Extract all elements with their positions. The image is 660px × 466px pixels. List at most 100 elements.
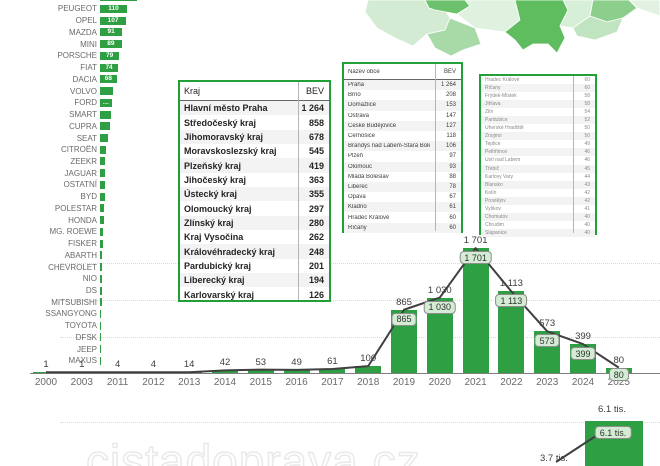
- table-row[interactable]: Šlapanice 40: [481, 228, 595, 237]
- table-row[interactable]: Jihočeský kraj 363: [180, 173, 329, 187]
- table-row[interactable]: Liberecký kraj 194: [180, 273, 329, 288]
- table-row[interactable]: Vyškov 41: [481, 205, 595, 213]
- bev-by-municipality-continued-table: Hradec Králové 60 Říčany 60 Frýdek-Místek 58 J…: [479, 74, 597, 237]
- brand-bar[interactable]: …: [100, 98, 112, 107]
- table-row[interactable]: Ústecký kraj 355: [180, 187, 329, 202]
- map-region[interactable]: [365, 0, 451, 47]
- brand-bar[interactable]: 68: [100, 75, 117, 84]
- brand-bar[interactable]: [100, 274, 102, 283]
- table-row[interactable]: Olomoucký kraj 297: [180, 201, 329, 215]
- table-row[interactable]: Ostrava 147: [344, 111, 461, 121]
- table-header-row: Název obce BEV: [344, 64, 461, 80]
- table-row[interactable]: Brandýs nad Labem-Stará Boleslav 106: [344, 141, 461, 152]
- table-row[interactable]: Černošice 118: [344, 131, 461, 141]
- table-row[interactable]: Kolín 42: [481, 189, 595, 197]
- table-row[interactable]: Říčany 60: [344, 222, 461, 233]
- map-region[interactable]: [589, 0, 638, 23]
- table-row[interactable]: Liberec 78: [344, 181, 461, 193]
- map-region[interactable]: [504, 0, 569, 54]
- table-row[interactable]: Plzeň 97: [344, 151, 461, 161]
- table-row[interactable]: Uherské Hradiště 50: [481, 124, 595, 132]
- brand-bar[interactable]: [100, 192, 105, 201]
- brand-bar[interactable]: [100, 216, 104, 225]
- brand-bar[interactable]: 107: [100, 16, 127, 25]
- table-row[interactable]: Kladno 61: [344, 202, 461, 213]
- brand-bar[interactable]: [100, 87, 114, 96]
- year-line-value: 573: [539, 318, 556, 330]
- table-row[interactable]: Pelhřimov 46: [481, 148, 595, 157]
- table-row[interactable]: Blansko 43: [481, 180, 595, 189]
- brand-bar-row: TOYOTA: [0, 320, 102, 332]
- map-region[interactable]: [456, 0, 521, 33]
- map-region[interactable]: [628, 0, 660, 17]
- brand-bar[interactable]: [100, 251, 103, 260]
- brand-bar[interactable]: [100, 122, 110, 131]
- table-row[interactable]: Hlavní město Praha 1 264: [180, 101, 329, 116]
- table-row[interactable]: Hradec Králové 60: [481, 76, 595, 84]
- year-axis-label: 2012: [142, 377, 165, 388]
- brand-bar[interactable]: 79: [100, 51, 120, 60]
- brand-bar[interactable]: [100, 204, 105, 213]
- table-row[interactable]: Kraj Vysočina 262: [180, 230, 329, 244]
- table-row[interactable]: Karlovarský kraj 126: [180, 287, 329, 301]
- table-row[interactable]: Jihomoravský kraj 678: [180, 129, 329, 145]
- table-row[interactable]: Pardubice 52: [481, 116, 595, 125]
- brand-bar[interactable]: [100, 321, 102, 330]
- map-region[interactable]: [424, 0, 471, 15]
- table-row[interactable]: Chomutov 40: [481, 212, 595, 221]
- brand-bar[interactable]: [100, 0, 137, 2]
- table-row[interactable]: Brno 208: [344, 90, 461, 100]
- table-row[interactable]: Pardubický kraj 201: [180, 259, 329, 273]
- brand-bar-row: OPEL 107: [0, 15, 127, 27]
- totals-bar-label: 6.1 tis.: [598, 404, 626, 415]
- table-row[interactable]: Třebíč 45: [481, 164, 595, 173]
- brand-bar[interactable]: 89: [100, 40, 122, 49]
- table-row[interactable]: Frýdek-Místek 58: [481, 92, 595, 100]
- table-row[interactable]: Praha 1 264: [344, 80, 461, 91]
- table-row[interactable]: Zlínský kraj 280: [180, 215, 329, 231]
- brand-bar[interactable]: [100, 239, 103, 248]
- table-row[interactable]: Říčany 60: [481, 84, 595, 93]
- table-row[interactable]: České Budějovice 127: [344, 120, 461, 131]
- table-cell-name: Říčany: [485, 85, 501, 92]
- brand-bar[interactable]: [100, 333, 101, 342]
- brand-bar[interactable]: 110: [100, 4, 127, 13]
- brand-bar[interactable]: [100, 180, 105, 189]
- table-row[interactable]: Teplice 49: [481, 140, 595, 148]
- table-row[interactable]: Domažlice 153: [344, 100, 461, 111]
- table-row[interactable]: Prostějov 42: [481, 196, 595, 205]
- brand-bar[interactable]: 91: [100, 28, 123, 37]
- brand-bar[interactable]: [100, 145, 107, 154]
- map-region[interactable]: [426, 17, 482, 57]
- table-row[interactable]: Královéhradecký kraj 248: [180, 244, 329, 259]
- brand-bar[interactable]: [100, 157, 106, 166]
- brand-bar[interactable]: [100, 227, 104, 236]
- brand-bar[interactable]: [100, 286, 102, 295]
- map-region[interactable]: [559, 0, 594, 29]
- brand-bar[interactable]: [100, 298, 102, 307]
- table-row[interactable]: Jihlava 58: [481, 100, 595, 109]
- table-row[interactable]: Znojmo 50: [481, 132, 595, 141]
- table-cell-name: Chomutov: [485, 213, 508, 220]
- table-row[interactable]: Ústí nad Labem 46: [481, 156, 595, 164]
- year-bar[interactable]: [462, 248, 489, 374]
- map-region[interactable]: [572, 15, 624, 41]
- table-row[interactable]: Opava 67: [344, 192, 461, 202]
- table-row[interactable]: Chrudim 40: [481, 221, 595, 229]
- brand-bar[interactable]: [100, 345, 101, 354]
- table-row[interactable]: Plzeňský kraj 419: [180, 158, 329, 173]
- brand-bar[interactable]: 74: [100, 63, 119, 72]
- table-row[interactable]: Moravskoslezský kraj 545: [180, 144, 329, 158]
- table-row[interactable]: Středočeský kraj 858: [180, 115, 329, 129]
- brand-bar[interactable]: [100, 309, 102, 318]
- table-row[interactable]: Mladá Boleslav 88: [344, 172, 461, 182]
- table-row[interactable]: Olomouc 93: [344, 161, 461, 172]
- brand-bar[interactable]: [100, 110, 111, 119]
- table-row[interactable]: Karlovy Vary 44: [481, 173, 595, 181]
- brand-bar[interactable]: [100, 134, 108, 143]
- table-row[interactable]: Zlín 54: [481, 108, 595, 116]
- brand-bar[interactable]: [100, 263, 103, 272]
- brand-bar[interactable]: [100, 169, 106, 178]
- table-cell-name: Šlapanice: [485, 229, 507, 236]
- table-row[interactable]: Hradec Králové 60: [344, 212, 461, 222]
